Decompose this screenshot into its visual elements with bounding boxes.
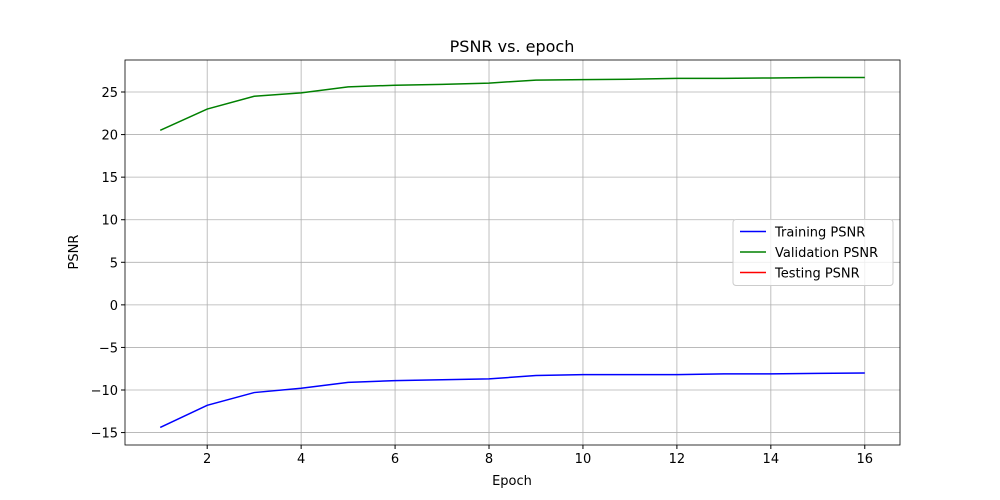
y-tick-label: −15	[91, 427, 118, 442]
x-tick-label: 6	[391, 452, 399, 467]
chart-title: PSNR vs. epoch	[450, 37, 575, 56]
legend-box	[732, 219, 894, 286]
x-tick-label: 14	[763, 452, 780, 467]
x-tick-label: 8	[485, 452, 493, 467]
line	[159, 76, 865, 132]
y-tick-label: −10	[91, 384, 118, 399]
line	[159, 372, 865, 429]
x-tick-label: 4	[297, 452, 305, 467]
y-tick-label: 0	[110, 299, 118, 314]
y-tick-label: 25	[101, 86, 118, 101]
plot-frame	[124, 59, 901, 446]
legend-label: Validation PSNR	[775, 246, 878, 261]
x-axis-label: Epoch	[492, 474, 532, 489]
y-tick-label: 15	[101, 171, 118, 186]
y-axis-label: PSNR	[67, 235, 82, 270]
legend-label: Training PSNR	[774, 226, 865, 241]
y-tick-label: 10	[101, 214, 118, 229]
y-tick-label: 20	[101, 129, 118, 144]
x-tick-label: 12	[669, 452, 686, 467]
x-tick-label: 16	[856, 452, 873, 467]
x-tick-label: 10	[575, 452, 592, 467]
y-tick-label: 5	[110, 256, 118, 271]
x-tick-label: 2	[203, 452, 211, 467]
legend-label: Testing PSNR	[774, 267, 860, 282]
y-tick-label: −5	[99, 341, 118, 356]
